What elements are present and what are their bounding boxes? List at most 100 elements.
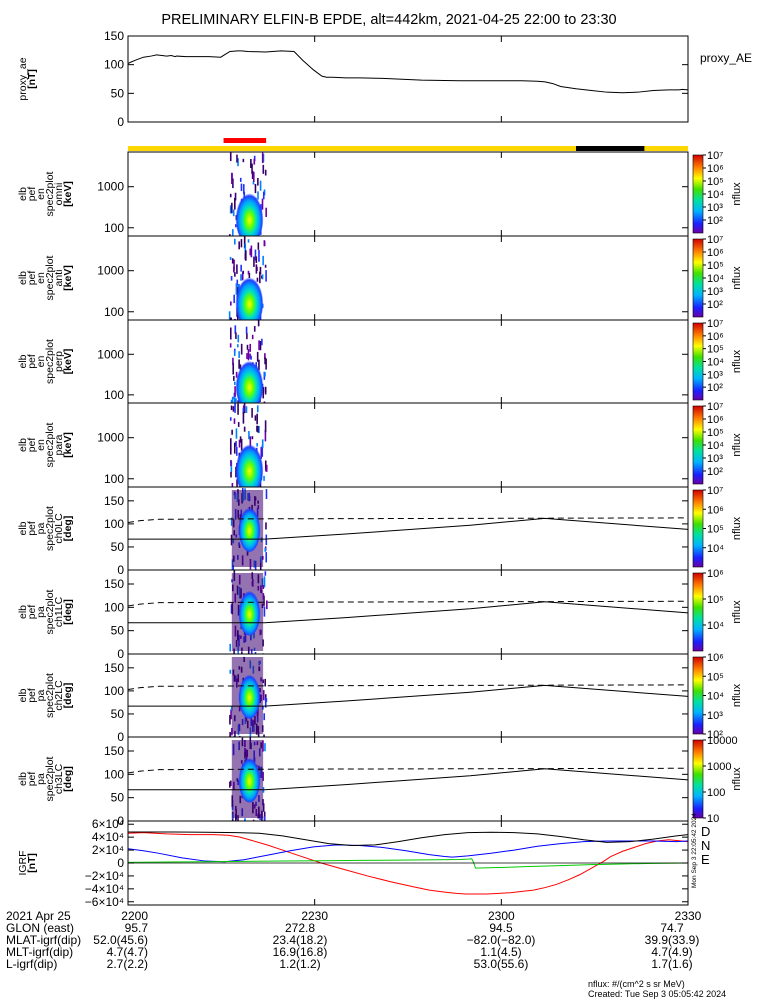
speckle-2-54 xyxy=(229,256,232,260)
heatmap-core-5 xyxy=(238,505,261,552)
ephem-value-2-2: −82.0(−82.0) xyxy=(467,933,536,947)
ephem-value-1-0: 95.7 xyxy=(125,921,149,935)
cbar-tick-label-5-2: 10⁶ xyxy=(707,504,724,516)
ylabel-6-0: elb xyxy=(17,605,29,619)
speckle-3-31 xyxy=(263,401,266,403)
colorbar-4 xyxy=(692,405,704,485)
proxy-ae-line xyxy=(127,50,689,94)
cbar-tick-label-2-3: 10⁵ xyxy=(707,260,724,272)
speckle-3-14 xyxy=(264,353,266,360)
speckle-1-54 xyxy=(261,198,264,210)
speckle-1-4 xyxy=(240,183,243,192)
ylabel-2-1: pef xyxy=(26,271,38,286)
y-tick-label-8-2: 100 xyxy=(104,767,124,781)
ephem-value-2-1: 23.4(18.2) xyxy=(273,933,328,947)
ephem-value-2-3: 39.9(33.9) xyxy=(645,933,700,947)
speckle-5-52 xyxy=(265,522,267,530)
heatmap-core-8 xyxy=(238,755,261,803)
speckle-5-53 xyxy=(264,547,267,552)
loss-cone-line-8 xyxy=(128,768,689,791)
speckle-1-35 xyxy=(237,158,239,167)
y-tick-label-5-2: 100 xyxy=(104,517,124,531)
ylabel-3-1: pef xyxy=(26,354,38,369)
speckle-1-40 xyxy=(254,183,257,194)
speckle-6-65 xyxy=(266,600,268,610)
science-zone-bar xyxy=(223,138,267,143)
speckle-4-19 xyxy=(258,425,260,434)
speckle-1-65 xyxy=(262,191,265,200)
speckle-4-44 xyxy=(242,407,245,414)
speckle-7-67 xyxy=(263,734,265,737)
speckle-1-52 xyxy=(239,177,242,182)
speckle-1-58 xyxy=(242,184,245,195)
speckle-3-58 xyxy=(250,355,252,360)
y-tick-label-2-0: 100 xyxy=(104,305,124,319)
panel-frame-1 xyxy=(127,151,689,237)
speckle-5-25 xyxy=(230,517,233,526)
speckle-4-32 xyxy=(256,443,258,447)
ylabel-9-0: IGRF xyxy=(17,850,29,875)
ylabel-6-1: pef xyxy=(26,605,38,620)
ylabel-4-1: pef xyxy=(26,438,38,453)
ephem-label-2: MLAT-igrf(dip) xyxy=(6,933,81,947)
speckle-5-59 xyxy=(232,565,235,570)
speckle-7-29 xyxy=(262,679,264,684)
cbar-tick-label-3-3: 10⁵ xyxy=(707,344,724,356)
speckle-2-36 xyxy=(247,270,250,275)
anti-loss-cone-line-7 xyxy=(127,684,689,691)
speckle-8-1 xyxy=(244,820,246,821)
speckle-3-37 xyxy=(233,375,235,381)
panel-frame-8 xyxy=(127,736,689,822)
speckle-4-15 xyxy=(232,406,235,412)
ylabel-5-5: [deg] xyxy=(62,516,74,542)
speckle-4-65 xyxy=(264,420,267,433)
speckle-1-25 xyxy=(251,163,253,174)
speckle-1-56 xyxy=(259,180,262,191)
speckle-3-64 xyxy=(232,357,234,365)
y-tick-label-4-0: 100 xyxy=(104,472,124,486)
speckle-3-57 xyxy=(238,351,240,358)
ylabel-5-4: ch0LC xyxy=(53,513,65,544)
colorbar-3 xyxy=(692,322,704,401)
anti-loss-cone-line-5 xyxy=(127,517,689,524)
panel-frame-6 xyxy=(127,569,689,655)
speckle-1-10 xyxy=(229,205,232,214)
speckle-2-13 xyxy=(250,245,253,258)
igrf-series-total xyxy=(128,831,689,847)
speckle-2-40 xyxy=(244,243,247,254)
ylabel-4-3: spec2plot xyxy=(44,422,56,467)
speckle-2-10 xyxy=(231,258,234,264)
speckle-3-19 xyxy=(246,332,248,340)
cbar-tick-label-2-4: 10⁶ xyxy=(707,247,724,259)
cbar-tick-label-3-0: 10² xyxy=(707,382,723,394)
y-tick-label-9-0: −6×10⁴ xyxy=(85,895,124,909)
speckle-3-45 xyxy=(229,327,232,340)
y-tick-label-5-1: 50 xyxy=(111,540,125,554)
cbar-tick-label-8-2: 1000 xyxy=(707,761,731,773)
ylabel-4-4: para xyxy=(53,434,65,455)
igrf-series-D xyxy=(127,832,689,895)
ephem-value-3-2: 1.1(4.5) xyxy=(480,945,521,959)
speckle-1-44 xyxy=(232,178,234,189)
speckle-2-46 xyxy=(240,264,242,272)
cbar-tick-label-6-1: 10⁵ xyxy=(707,594,724,606)
speckle-6-59 xyxy=(233,648,235,654)
speckle-1-5 xyxy=(235,224,237,228)
speckle-4-28 xyxy=(230,460,233,473)
y-tick-label-7-2: 100 xyxy=(104,684,124,698)
speckle-3-48 xyxy=(237,400,239,403)
igrf-legend-N: N xyxy=(701,838,710,853)
speckle-8-63 xyxy=(263,816,266,821)
y-tick-label-0-2: 100 xyxy=(104,58,124,72)
speckle-3-2 xyxy=(234,325,237,334)
igrf-legend-E: E xyxy=(701,852,710,867)
ylabel-1-0: elb xyxy=(17,187,29,201)
cbar-tick-label-7-2: 10⁴ xyxy=(707,691,724,703)
speckle-7-39 xyxy=(262,690,265,701)
ylabel-5-2: pa xyxy=(35,523,47,535)
speckle-5-1 xyxy=(230,534,233,546)
speckle-4-20 xyxy=(260,447,263,459)
speckle-2-65 xyxy=(263,240,266,247)
speckle-8-4 xyxy=(237,815,239,821)
